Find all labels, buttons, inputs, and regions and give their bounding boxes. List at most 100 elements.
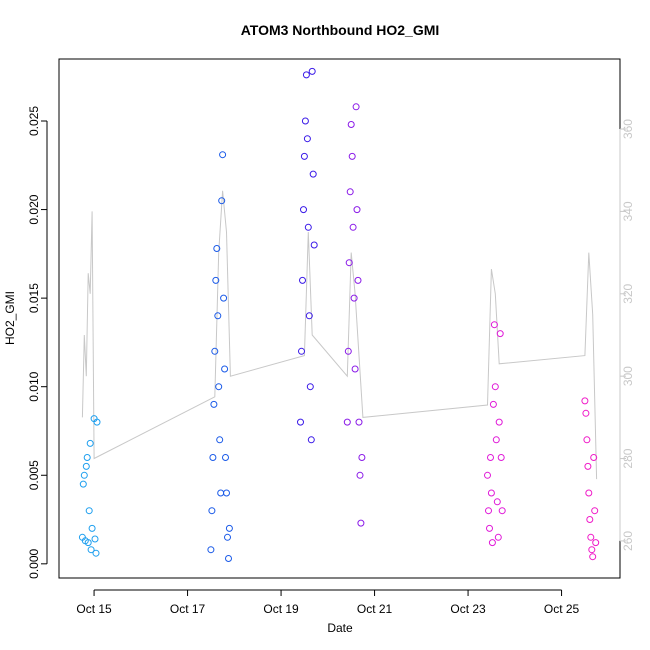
data-point-flight-2-11 (218, 197, 226, 205)
data-point-flight-1-14 (93, 418, 101, 426)
data-point-flight-6-8 (589, 553, 597, 561)
data-point-flight-2-8 (215, 383, 223, 391)
y2-tick-label: 340 (621, 201, 635, 221)
data-point-flight-6-4 (585, 489, 593, 497)
data-point-flight-6-5 (586, 516, 594, 523)
data-point-flight-4-12 (355, 418, 363, 426)
data-point-flight-3-4 (300, 152, 308, 160)
data-point-flight-6-0 (581, 397, 589, 405)
data-point-flight-3-9 (305, 312, 313, 320)
data-point-flight-1-8 (86, 439, 94, 447)
y-axis-label: HO2_GMI (3, 291, 17, 345)
data-point-flight-6-3 (584, 462, 592, 470)
secondary-line-group (81, 190, 598, 480)
data-point-flight-3-3 (300, 206, 307, 214)
data-point-flight-3-14 (310, 241, 318, 249)
data-point-flight-6-9 (590, 454, 598, 461)
data-point-flight-2-6 (213, 245, 221, 252)
x-tick-label: Oct 15 (76, 602, 112, 616)
data-point-flight-2-4 (211, 347, 219, 355)
data-point-flight-2-12 (219, 151, 227, 159)
data-point-flight-6-10 (591, 507, 599, 515)
data-point-flight-5-2 (486, 524, 493, 532)
data-point-flight-2-14 (221, 365, 229, 373)
points-group (78, 67, 600, 562)
data-point-flight-5-8 (491, 383, 499, 391)
data-point-flight-2-19 (225, 524, 233, 532)
data-point-flight-3-13 (309, 170, 317, 178)
data-point-flight-4-5 (348, 152, 356, 160)
y2-tick-label: 280 (621, 448, 635, 468)
data-point-flight-4-11 (354, 276, 362, 284)
data-point-flight-2-17 (224, 533, 231, 541)
data-point-flight-2-2 (209, 454, 217, 461)
data-point-flight-4-7 (350, 294, 358, 302)
y-tick-label: 0.025 (27, 106, 41, 136)
data-point-flight-3-6 (302, 71, 310, 79)
data-point-flight-2-13 (220, 294, 228, 302)
data-point-flight-1-13 (92, 549, 100, 557)
y2-tick-label: 360 (621, 119, 635, 139)
data-point-flight-3-12 (308, 67, 316, 75)
data-point-flight-4-15 (358, 454, 366, 461)
data-point-flight-1-4 (82, 462, 90, 470)
data-point-flight-1-1 (79, 480, 87, 488)
data-point-flight-4-2 (345, 259, 353, 267)
data-point-flight-1-9 (87, 546, 95, 554)
y-tick-label: 0.000 (27, 548, 41, 578)
y2-tick-label: 320 (621, 283, 635, 303)
data-point-flight-1-7 (85, 507, 93, 515)
data-point-flight-2-7 (214, 312, 222, 320)
x-tick-label: Oct 17 (170, 602, 206, 616)
data-point-flight-5-0 (484, 471, 491, 479)
data-point-flight-3-1 (298, 347, 305, 355)
data-point-flight-1-12 (91, 535, 99, 543)
data-point-flight-4-1 (344, 347, 352, 355)
chart-title: ATOM3 Northbound HO2_GMI (241, 22, 440, 38)
data-point-flight-4-3 (346, 188, 354, 196)
y2-tick-label: 300 (621, 366, 635, 386)
data-point-flight-3-11 (307, 436, 315, 444)
y-tick-label: 0.020 (27, 194, 41, 224)
data-point-flight-5-5 (488, 539, 496, 547)
data-point-flight-4-13 (356, 471, 364, 479)
y-tick-label: 0.005 (27, 460, 41, 490)
data-point-flight-3-2 (299, 276, 306, 284)
x-tick-label: Oct 21 (357, 602, 393, 616)
data-point-flight-4-6 (349, 223, 357, 231)
y2-axis: 260 280 300 320 340 360 (619, 119, 635, 551)
data-point-flight-5-9 (492, 436, 500, 444)
data-point-flight-1-10 (88, 524, 96, 532)
data-point-flight-2-18 (225, 555, 232, 562)
data-point-flight-2-9 (216, 436, 224, 444)
data-point-flight-3-10 (306, 383, 314, 391)
data-point-flight-5-13 (496, 330, 504, 338)
data-point-flight-5-12 (495, 418, 503, 426)
x-tick-label: Oct 19 (263, 602, 299, 616)
data-point-flight-6-6 (587, 533, 595, 541)
y-tick-label: 0.015 (27, 283, 41, 313)
data-point-flight-1-5 (83, 454, 91, 461)
data-point-flight-4-9 (352, 103, 360, 111)
data-point-flight-3-5 (301, 117, 309, 125)
y-tick-label: 0.010 (27, 371, 41, 401)
data-point-flight-2-3 (210, 400, 218, 408)
secondary-series-line (81, 190, 598, 480)
data-point-flight-5-4 (487, 489, 495, 497)
data-point-flight-5-3 (487, 454, 494, 461)
x-axis-label: Date (327, 621, 353, 635)
data-point-flight-4-14 (357, 519, 365, 527)
data-point-flight-6-7 (588, 546, 596, 554)
data-point-flight-3-0 (297, 418, 304, 426)
x-axis: Oct 15 Oct 17 Oct 19 Oct 21 Oct 23 Oct 25 (76, 589, 580, 616)
data-point-flight-3-7 (303, 135, 311, 143)
x-tick-label: Oct 25 (544, 602, 580, 616)
data-point-flight-5-15 (498, 507, 506, 515)
data-point-flight-1-2 (80, 471, 88, 479)
data-point-flight-4-4 (347, 121, 355, 128)
data-point-flight-6-11 (592, 539, 600, 547)
data-point-flight-2-10 (217, 489, 225, 497)
data-point-flight-5-14 (497, 454, 505, 461)
data-point-flight-2-0 (207, 546, 215, 554)
data-point-flight-5-11 (494, 533, 502, 541)
